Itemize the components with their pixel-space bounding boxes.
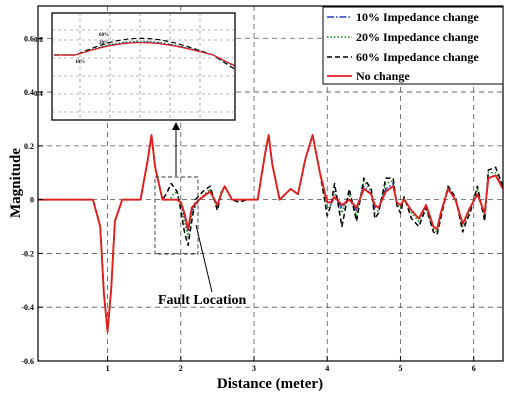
- x-tick-label: 6: [472, 364, 476, 373]
- series-line-4: [38, 134, 504, 333]
- legend-label-10: 10% Impedance change: [356, 10, 479, 24]
- plot-frame: [37, 5, 504, 362]
- inset-curves: [54, 37, 235, 70]
- inset-y-tick-1: 0.6: [34, 36, 43, 44]
- fault-zoom-box: [154, 176, 199, 255]
- y-tick-label: -0.2: [21, 249, 34, 258]
- ticks: 1 2 3 4 5 6 -0.6 -0.4 -0.2 0 0.2 0.4 0.6: [21, 34, 475, 373]
- legend: 10% Impedance change 20% Impedance chang…: [322, 6, 504, 85]
- x-tick-label: 3: [252, 364, 256, 373]
- inset-y-tick-0: 0.4: [34, 90, 43, 98]
- legend-label-60: 60% Impedance change: [356, 50, 479, 64]
- y-tick-label: -0.4: [21, 303, 34, 312]
- fault-annotation: Fault Location: [154, 122, 246, 308]
- inset-label-20: 20%: [99, 41, 109, 46]
- zoom-arrow-head: [172, 122, 180, 130]
- y-tick-label: 0.6: [24, 34, 34, 43]
- inset-curve-60: [54, 37, 235, 70]
- x-tick-label: 4: [325, 364, 329, 373]
- x-axis-title: Distance (meter): [217, 376, 323, 392]
- inset-curve-20: [54, 40, 235, 67]
- y-tick-label: 0.4: [24, 88, 34, 97]
- y-tick-label: 0.2: [24, 142, 34, 151]
- y-tick-label: -0.6: [21, 357, 34, 366]
- x-tick-label: 5: [398, 364, 402, 373]
- inset-frame: [51, 12, 236, 121]
- x-tick-label: 2: [179, 364, 183, 373]
- inset-label-60: 60%: [99, 33, 109, 38]
- y-tick-label: 0: [30, 196, 34, 205]
- inset-curve-none: [54, 42, 235, 66]
- legend-label-20: 20% Impedance change: [356, 30, 479, 44]
- inset-label-10: 10%: [75, 60, 85, 65]
- series-layer: [38, 134, 504, 333]
- legend-box: [322, 6, 504, 85]
- fault-pointer: [195, 224, 213, 293]
- legend-label-none: No change: [356, 69, 410, 83]
- x-tick-label: 1: [106, 364, 110, 373]
- inset-chart: 0.4 0.6 60% 20% 10%: [34, 12, 236, 121]
- inset-grid: [52, 13, 235, 120]
- fault-location-label: Fault Location: [158, 293, 246, 308]
- y-axis-title: Magnitude: [8, 148, 24, 218]
